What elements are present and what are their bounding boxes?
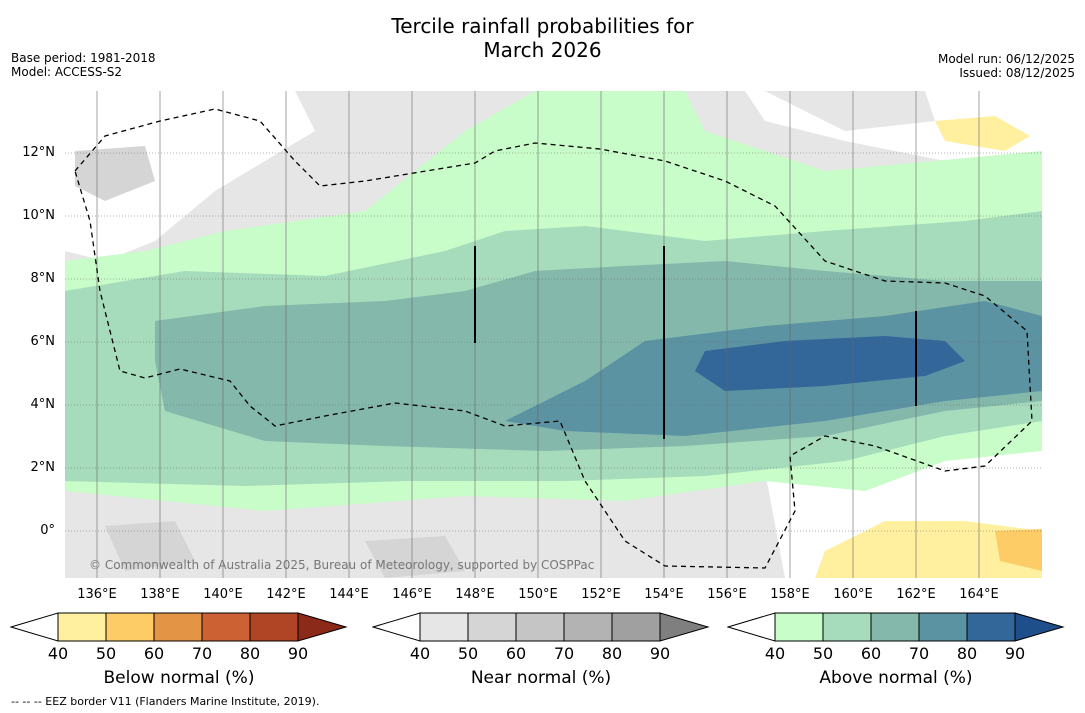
colorbar-segment	[563, 612, 613, 642]
colorbar-tick-label: 90	[1004, 644, 1026, 663]
colorbar-tick-label: 70	[908, 644, 930, 663]
colorbar-tick-label: 80	[601, 644, 623, 663]
colorbar-segment	[822, 612, 872, 642]
colorbar-tick-label: 60	[143, 644, 165, 663]
colorbar-extend-low	[372, 612, 421, 642]
colorbar-above-title: Above normal (%)	[819, 668, 973, 688]
map-title: Tercile rainfall probabilities for March…	[0, 14, 1085, 62]
colorbar-segment	[105, 612, 155, 642]
colorbar-tick-label: 50	[812, 644, 834, 663]
above-90-region	[695, 336, 965, 391]
lon-label: 164°E	[959, 587, 999, 602]
lon-label: 152°E	[581, 587, 621, 602]
lon-label: 136°E	[77, 587, 117, 602]
colorbar-segment	[966, 612, 1016, 642]
lon-label: 142°E	[266, 587, 306, 602]
lat-label-12n: 12°N	[22, 145, 55, 160]
colorbar-near-title: Near normal (%)	[470, 668, 612, 688]
lat-label-6n: 6°N	[30, 334, 56, 349]
colorbar-extend-low	[10, 612, 59, 642]
lon-label: 156°E	[707, 587, 747, 602]
grey-patch	[75, 146, 155, 201]
issued-date: Issued: 08/12/2025	[959, 66, 1075, 80]
eez-footnote: -- -- -- EEZ border V11 (Flanders Marine…	[11, 695, 320, 708]
lon-label: 148°E	[455, 587, 495, 602]
colorbar-extend-high	[297, 612, 348, 642]
lon-label: 160°E	[833, 587, 873, 602]
colorbar-tick-label: 80	[956, 644, 978, 663]
colorbar-tick-label: 60	[505, 644, 527, 663]
model-name: Model: ACCESS-S2	[11, 65, 123, 79]
lat-label-2n: 2°N	[30, 460, 56, 475]
lon-label: 144°E	[329, 587, 369, 602]
rainfall-map	[65, 91, 1042, 578]
colorbar-extend-low	[727, 612, 776, 642]
lat-label-10n: 10°N	[22, 208, 55, 223]
lon-label: 154°E	[644, 587, 684, 602]
below-50-region	[935, 116, 1030, 151]
colorbar-segment	[57, 612, 107, 642]
grey-patch	[365, 536, 465, 578]
colorbar-tick-label: 40	[47, 644, 69, 663]
meta-right: Model run: 06/12/2025 Issued: 08/12/2025	[938, 52, 1075, 80]
colorbar-segment	[467, 612, 517, 642]
colorbar-segment	[515, 612, 565, 642]
copyright-notice: © Commonwealth of Australia 2025, Bureau…	[89, 558, 595, 572]
colorbar-below-title: Below normal (%)	[103, 668, 255, 688]
colorbar-segment	[870, 612, 920, 642]
title-line-1: Tercile rainfall probabilities for	[391, 14, 694, 38]
model-run: Model run: 06/12/2025	[937, 52, 1075, 66]
colorbar-segment	[611, 612, 661, 642]
colorbar-segment	[153, 612, 203, 642]
colorbar-segment	[419, 612, 469, 642]
colorbar-tick-label: 40	[764, 644, 786, 663]
meta-left: Base period: 1981-2018 Model: ACCESS-S2	[11, 51, 156, 79]
lat-label-8n: 8°N	[30, 271, 56, 286]
grey-patch	[105, 521, 195, 571]
lon-label: 150°E	[518, 587, 558, 602]
below-60-region	[995, 529, 1042, 571]
lon-label: 162°E	[896, 587, 936, 602]
colorbar-above	[727, 612, 1065, 642]
colorbar-near	[372, 612, 710, 642]
lon-label: 138°E	[140, 587, 180, 602]
colorbar-tick-label: 90	[649, 644, 671, 663]
colorbar-tick-label: 50	[95, 644, 117, 663]
colorbar-below	[10, 612, 348, 642]
lat-label-4n: 4°N	[30, 397, 56, 412]
colorbar-segment	[774, 612, 824, 642]
white-region	[65, 91, 315, 261]
colorbar-segment	[918, 612, 968, 642]
colorbar-tick-label: 50	[457, 644, 479, 663]
title-line-2: March 2026	[483, 38, 602, 62]
lon-label: 146°E	[392, 587, 432, 602]
colorbar-segment	[249, 612, 299, 642]
eez-border	[74, 108, 1033, 569]
colorbar-tick-label: 40	[409, 644, 431, 663]
base-period: Base period: 1981-2018	[11, 51, 156, 65]
colorbar-segment	[201, 612, 251, 642]
lat-label-0: 0°	[40, 523, 55, 538]
graticule	[65, 152, 1042, 532]
lon-label: 158°E	[770, 587, 810, 602]
colorbar-tick-label: 70	[553, 644, 575, 663]
below-50-region	[815, 521, 1042, 578]
colorbar-tick-label: 90	[287, 644, 309, 663]
grey-patch	[765, 91, 935, 131]
colorbar-tick-label: 70	[191, 644, 213, 663]
colorbar-tick-label: 60	[860, 644, 882, 663]
meridians	[96, 91, 980, 578]
lon-label: 140°E	[203, 587, 243, 602]
colorbar-tick-label: 80	[239, 644, 261, 663]
colorbar-extend-high	[659, 612, 710, 642]
colorbar-extend-high	[1014, 612, 1065, 642]
